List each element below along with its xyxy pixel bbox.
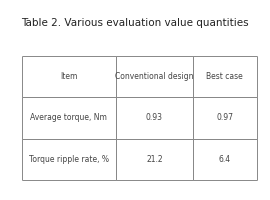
Text: 0.93: 0.93: [146, 114, 163, 122]
Text: Average torque, Nm: Average torque, Nm: [30, 114, 107, 122]
Bar: [193, 97, 256, 139]
Bar: [193, 56, 256, 97]
Bar: [22, 139, 116, 180]
Text: 0.97: 0.97: [216, 114, 233, 122]
Text: 6.4: 6.4: [219, 155, 231, 164]
Text: 21.2: 21.2: [146, 155, 163, 164]
Bar: [116, 56, 193, 97]
Bar: [22, 97, 116, 139]
Text: Table 2. Various evaluation value quantities: Table 2. Various evaluation value quanti…: [21, 18, 249, 28]
Bar: [22, 56, 116, 97]
Text: Conventional design: Conventional design: [115, 72, 194, 81]
Text: Best case: Best case: [206, 72, 243, 81]
Bar: [193, 139, 256, 180]
Bar: [116, 139, 193, 180]
Text: Item: Item: [60, 72, 77, 81]
Bar: [116, 97, 193, 139]
Text: Torque ripple rate, %: Torque ripple rate, %: [29, 155, 109, 164]
